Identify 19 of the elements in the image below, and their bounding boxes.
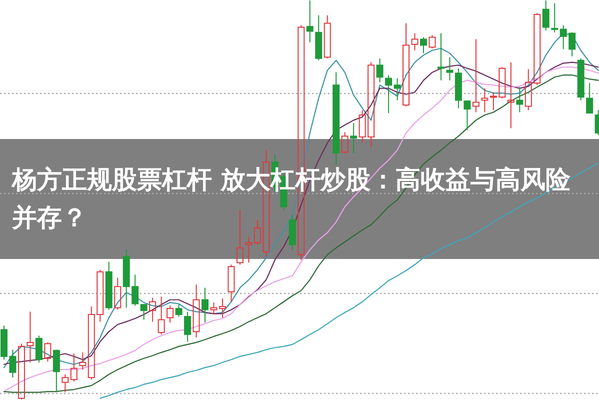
candlestick: [516, 86, 524, 113]
candlestick: [446, 56, 454, 81]
candlestick: [245, 236, 252, 264]
candlestick: [332, 72, 340, 166]
candlestick: [26, 311, 34, 363]
candlestick: [192, 284, 200, 338]
candlestick: [202, 287, 209, 323]
candlestick: [35, 335, 42, 363]
candlestick: [306, 0, 314, 43]
candlestick: [385, 74, 392, 114]
candlestick: [472, 38, 480, 113]
candlestick: [542, 0, 550, 31]
candlestick: [481, 88, 488, 113]
candlestick: [184, 311, 192, 342]
candlestick: [437, 32, 444, 81]
candlestick: [411, 32, 418, 51]
candlestick: [507, 62, 514, 129]
candlestick: [350, 122, 358, 154]
candlestick: [166, 305, 174, 323]
